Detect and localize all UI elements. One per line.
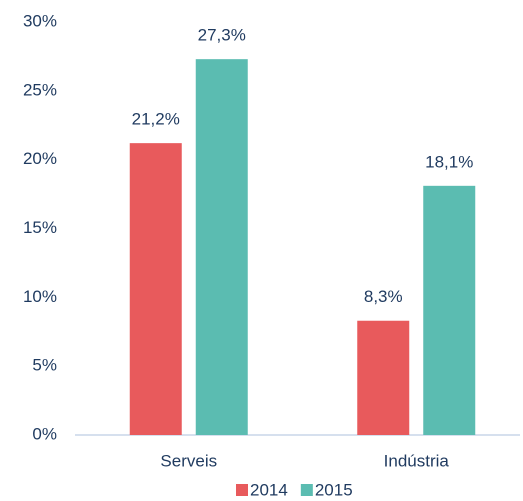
y-tick-label: 10%	[23, 287, 57, 306]
legend-label: 2015	[315, 480, 353, 499]
x-tick-label: Indústria	[384, 451, 450, 470]
bar	[129, 143, 182, 435]
bar	[357, 320, 410, 435]
y-tick-label: 0%	[32, 424, 57, 443]
bar	[423, 185, 476, 435]
legend-label: 2014	[250, 480, 288, 499]
value-label: 18,1%	[425, 152, 473, 171]
value-label: 27,3%	[198, 26, 246, 45]
y-tick-label: 30%	[23, 11, 57, 30]
y-tick-label: 20%	[23, 149, 57, 168]
bar	[195, 59, 248, 436]
value-label: 21,2%	[132, 110, 180, 129]
legend-swatch	[236, 484, 248, 496]
y-tick-label: 25%	[23, 80, 57, 99]
value-label: 8,3%	[364, 287, 403, 306]
y-tick-label: 15%	[23, 218, 57, 237]
x-tick-label: Serveis	[160, 451, 217, 470]
legend-swatch	[300, 484, 313, 496]
y-tick-label: 5%	[32, 356, 57, 375]
